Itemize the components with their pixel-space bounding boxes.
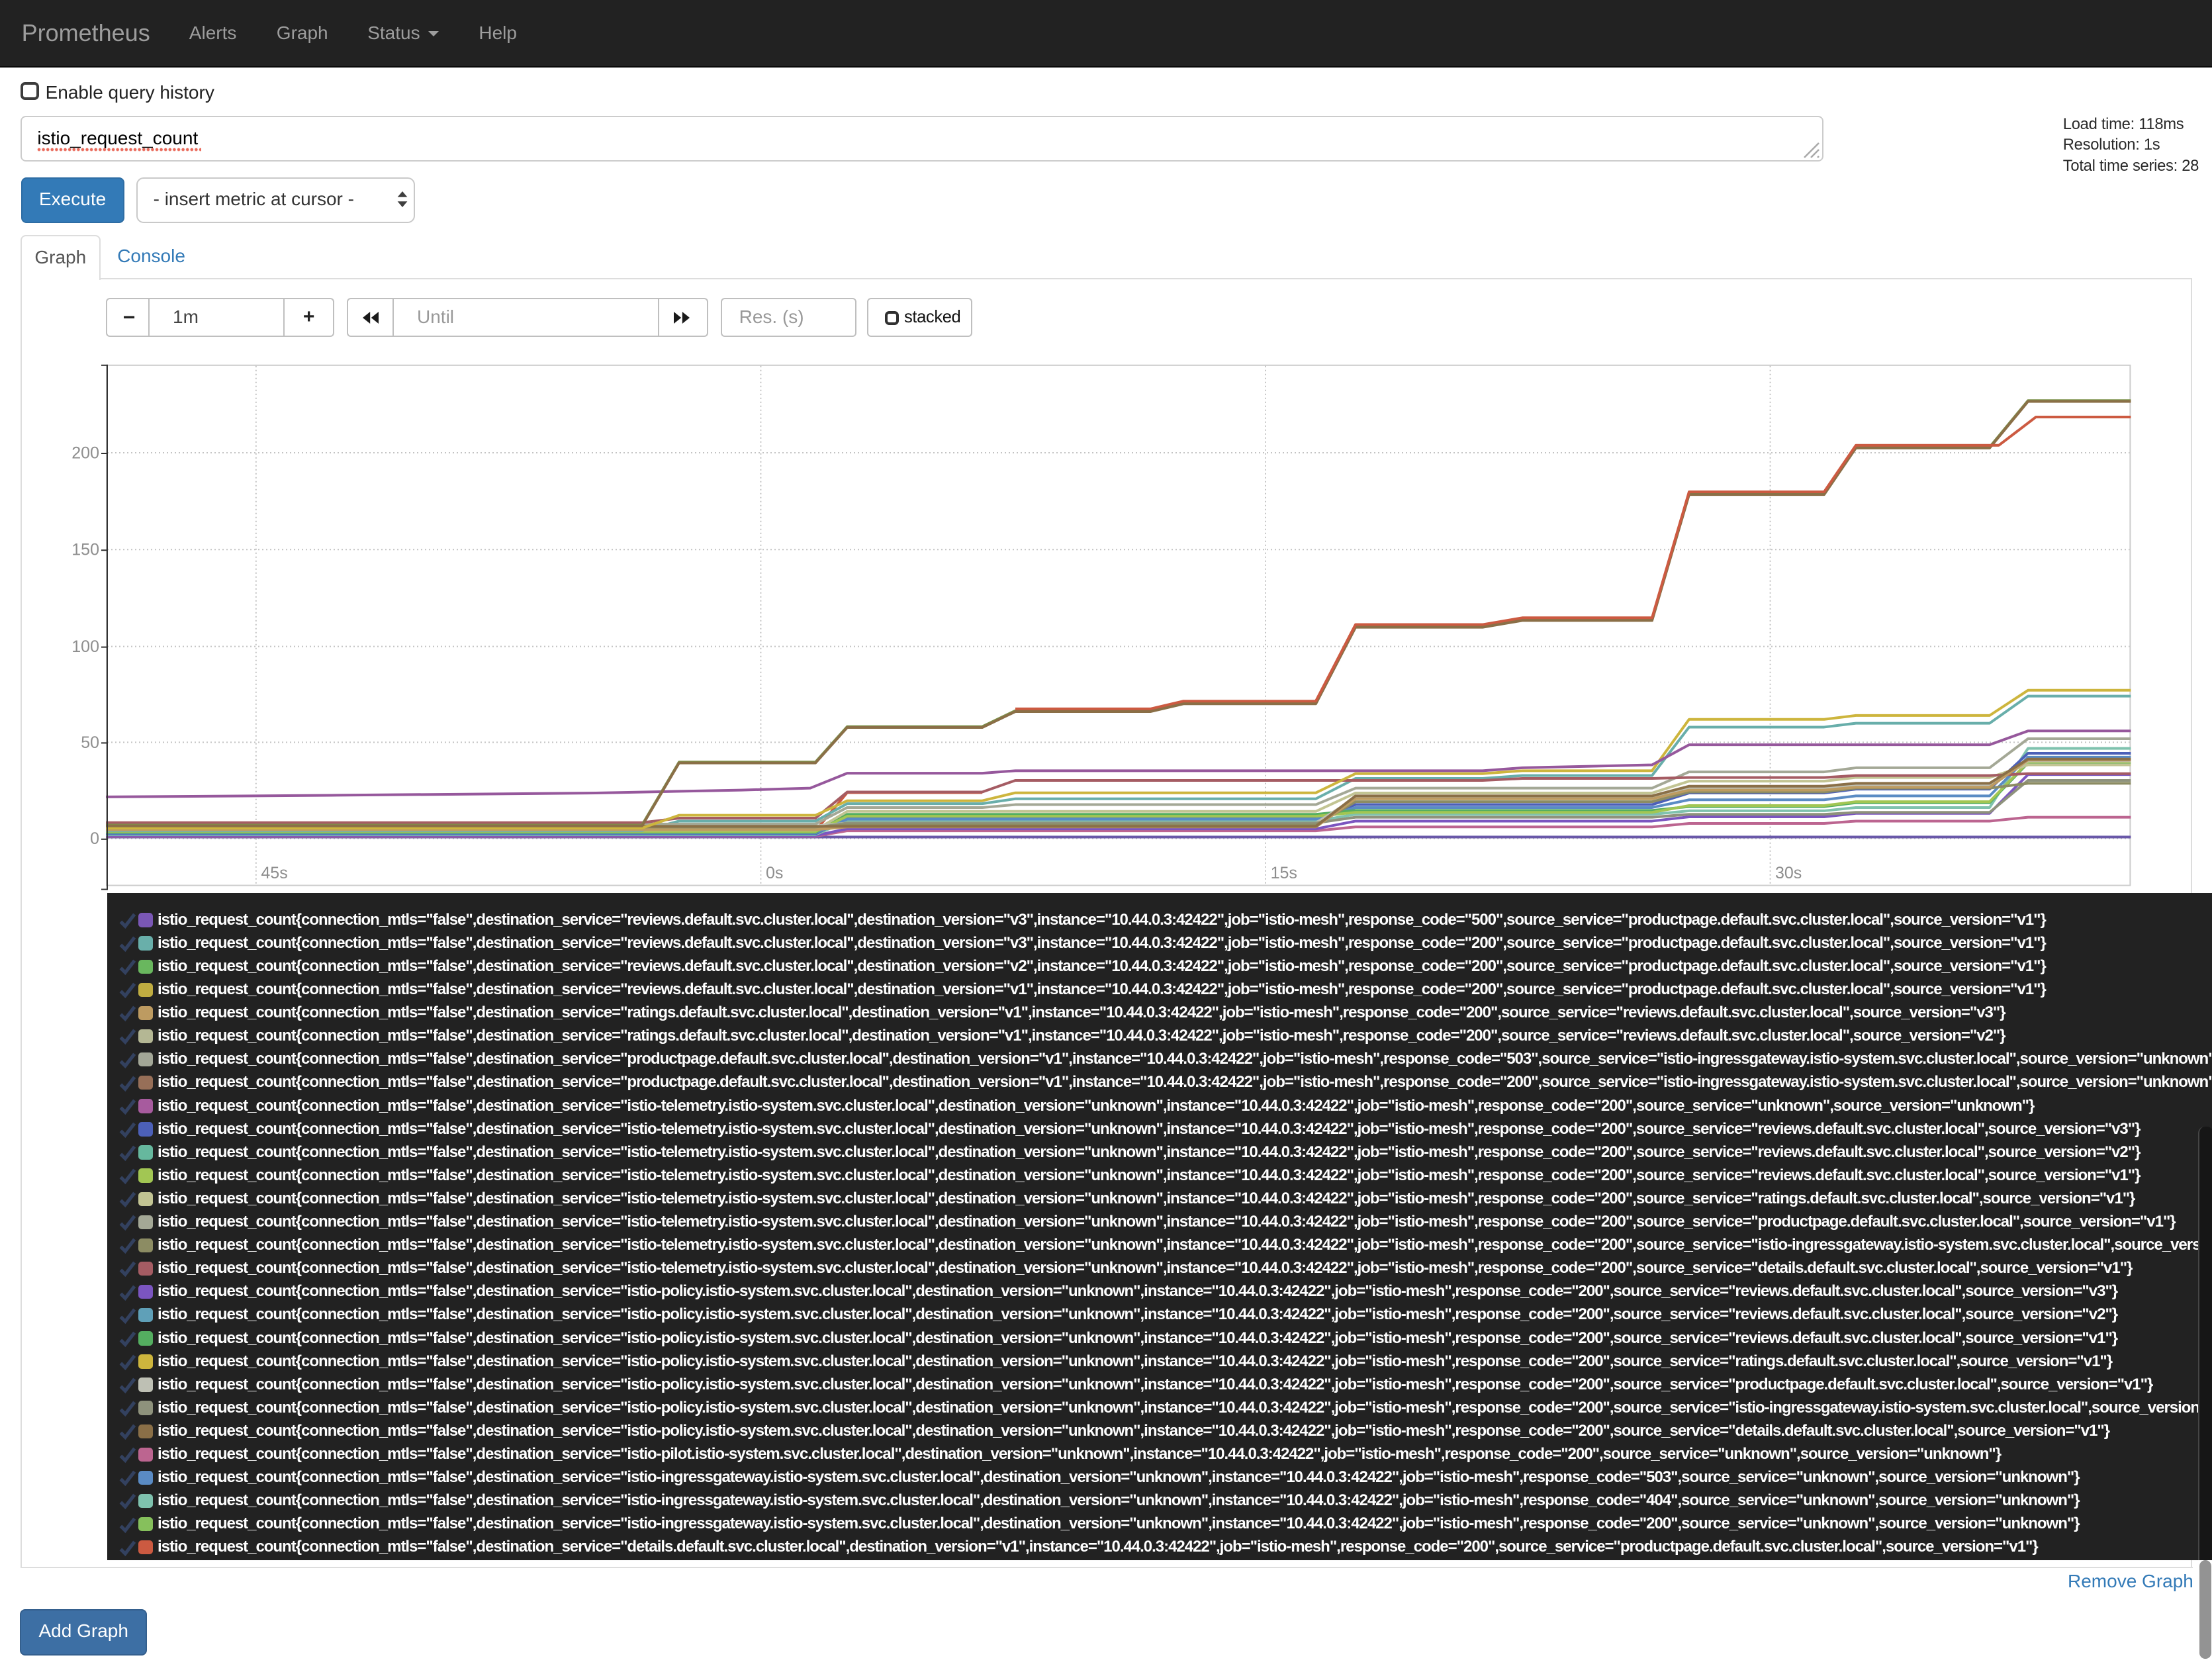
svg-text:15s: 15s <box>1271 864 1297 882</box>
svg-text:0: 0 <box>90 829 99 848</box>
svg-text:0s: 0s <box>766 864 783 882</box>
svg-text:45s: 45s <box>261 864 287 882</box>
svg-text:30s: 30s <box>1775 864 1802 882</box>
svg-text:200: 200 <box>71 443 99 462</box>
svg-text:100: 100 <box>71 637 99 656</box>
svg-text:150: 150 <box>71 541 99 559</box>
svg-text:50: 50 <box>81 733 99 752</box>
